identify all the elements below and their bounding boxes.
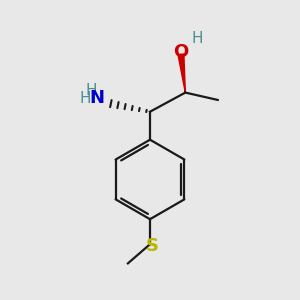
Text: S: S bbox=[146, 237, 159, 255]
Text: N: N bbox=[89, 89, 104, 107]
Text: H: H bbox=[85, 83, 97, 98]
Text: H: H bbox=[191, 31, 203, 46]
Text: H: H bbox=[80, 91, 91, 106]
Text: O: O bbox=[173, 43, 188, 61]
Polygon shape bbox=[178, 54, 185, 93]
